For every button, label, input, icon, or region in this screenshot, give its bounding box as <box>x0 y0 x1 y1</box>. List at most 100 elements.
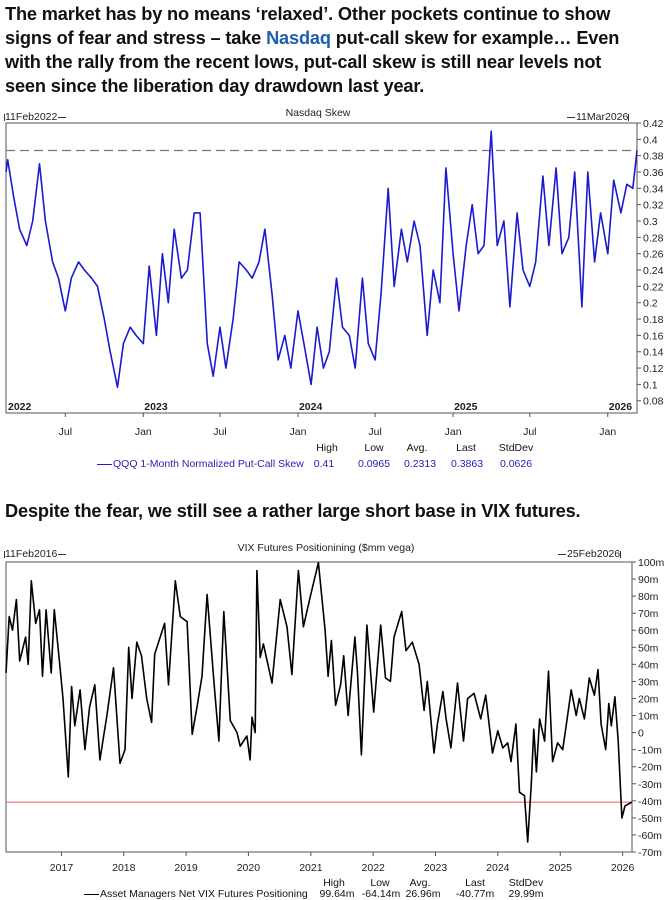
nasdaq-link[interactable]: Nasdaq <box>266 28 331 48</box>
x-year-label: 2022 <box>362 862 386 874</box>
chart-title-vix-positioning: VIX Futures Positionining ($mm vega) <box>237 542 415 554</box>
y-tick-label: 0.34 <box>643 183 664 195</box>
range-start-label: 11Feb2022 <box>4 111 67 123</box>
y-tick-label: 0.4 <box>643 134 658 146</box>
x-month-label: Jul <box>59 426 72 438</box>
legend-line-swatch <box>84 893 99 895</box>
x-month-label: Jan <box>445 426 462 438</box>
y-tick-label: -70m <box>638 847 662 859</box>
y-tick-label: 80m <box>638 591 659 603</box>
y-tick-label: 10m <box>638 711 659 723</box>
y-tick-label: 0.22 <box>643 281 664 293</box>
range-end-label: 11Mar2026 <box>566 111 630 123</box>
stat-value-high: 0.41 <box>313 458 335 470</box>
x-year-label: 2026 <box>611 862 635 874</box>
range-start-label: 11Feb2016 <box>4 548 67 560</box>
x-year-label: 2017 <box>50 862 74 874</box>
y-tick-label: 100m <box>638 557 665 569</box>
y-tick-label: 0.26 <box>643 249 664 261</box>
headline-line: with the rally from the recent lows, put… <box>5 52 602 72</box>
x-month-label: Jul <box>523 426 536 438</box>
legend-vix: Asset Managers Net VIX Futures Positioni… <box>84 888 308 900</box>
legend-skew: QQQ 1-Month Normalized Put-Call Skew <box>97 458 304 470</box>
x-month-label: Jul <box>213 426 226 438</box>
y-tick-label: 0.3 <box>643 216 658 228</box>
stat-value-last: 0.3863 <box>450 458 484 470</box>
legend-label: Asset Managers Net VIX Futures Positioni… <box>100 888 308 900</box>
legend-line-swatch <box>97 463 112 465</box>
y-tick-label: 0.28 <box>643 232 664 244</box>
x-year-label: 2023 <box>424 862 448 874</box>
y-tick-label: -20m <box>638 762 662 774</box>
stat-header-low: Low <box>364 442 384 454</box>
stat-header-stddev: StdDev <box>498 442 534 454</box>
x-month-label: Jul <box>368 426 381 438</box>
headline-line: signs of fear and stress – take Nasdaq p… <box>5 26 619 50</box>
y-tick-label: 90m <box>638 574 659 586</box>
y-tick-label: -30m <box>638 779 662 791</box>
y-tick-label: 60m <box>638 625 659 637</box>
y-tick-label: -60m <box>638 830 662 842</box>
x-month-label: Jan <box>290 426 307 438</box>
x-month-label: Jan <box>599 426 616 438</box>
series-line <box>5 130 638 389</box>
x-year-label: 2021 <box>299 862 323 874</box>
range-start-text: 11Feb2022 <box>5 111 58 123</box>
stat-header-last: Last <box>465 877 485 889</box>
plot-frame <box>5 561 633 853</box>
stat-header-low: Low <box>370 877 390 889</box>
headline-vix: Despite the fear, we still see a rather … <box>5 501 581 521</box>
range-end-label: 25Feb2026 <box>557 548 622 560</box>
y-tick-label: -50m <box>638 813 662 825</box>
y-tick-label: 0.18 <box>643 314 664 326</box>
y-tick-label: 0.24 <box>643 265 664 277</box>
x-year-label: 2025 <box>454 401 478 413</box>
stat-value-last: -40.77m <box>455 888 495 900</box>
y-tick-label: 0.08 <box>643 396 664 408</box>
y-tick-label: -40m <box>638 796 662 808</box>
y-tick-label: 0.14 <box>643 347 664 359</box>
x-year-label: 2024 <box>486 862 510 874</box>
range-start-text: 11Feb2016 <box>5 548 58 560</box>
x-year-label: 2024 <box>299 401 323 413</box>
legend-label: QQQ 1-Month Normalized Put-Call Skew <box>113 458 304 470</box>
headline-line: The market has by no means ‘relaxed’. Ot… <box>5 4 611 24</box>
y-tick-label: 20m <box>638 693 659 705</box>
y-tick-label: 50m <box>638 642 659 654</box>
headline-text: put-call skew for example… Even <box>330 28 620 48</box>
headline-line: seen since the liberation day drawdown l… <box>5 76 425 96</box>
y-tick-label: 0 <box>638 728 644 740</box>
stat-header-last: Last <box>456 442 476 454</box>
plot-frame <box>5 122 638 414</box>
stat-value-avg: 26.96m <box>405 888 441 900</box>
stat-header-avg: Avg. <box>409 877 431 889</box>
headline-text: signs of fear and stress – take <box>5 28 267 48</box>
stat-header-high: High <box>323 877 345 889</box>
x-year-label: 2020 <box>237 862 261 874</box>
y-tick-label: 0.2 <box>643 298 658 310</box>
y-tick-label: 0.42 <box>643 118 664 130</box>
stat-value-stddev: 0.0626 <box>499 458 533 470</box>
y-tick-label: 0.38 <box>643 151 664 163</box>
stat-header-avg: Avg. <box>406 442 428 454</box>
stat-value-low: -64.14m <box>361 888 401 900</box>
chart-title-nasdaq-skew: Nasdaq Skew <box>285 107 351 119</box>
stat-header-high: High <box>316 442 338 454</box>
stat-value-stddev: 29.99m <box>508 888 544 900</box>
stat-value-avg: 0.2313 <box>403 458 437 470</box>
y-tick-label: 0.12 <box>643 363 664 375</box>
y-tick-label: 70m <box>638 608 659 620</box>
x-year-label: 2025 <box>549 862 573 874</box>
y-tick-label: 0.36 <box>643 167 664 179</box>
series-line <box>5 561 633 843</box>
x-year-label: 2019 <box>174 862 198 874</box>
headline-nasdaq: The market has by no means ‘relaxed’. Ot… <box>5 2 619 98</box>
y-tick-label: 0.32 <box>643 200 664 212</box>
y-tick-label: 0.1 <box>643 379 658 391</box>
range-end-text: 11Mar2026 <box>576 111 629 123</box>
y-tick-label: 0.16 <box>643 330 664 342</box>
x-year-label: 2026 <box>609 401 633 413</box>
x-year-label: 2023 <box>144 401 168 413</box>
y-tick-label: 40m <box>638 659 659 671</box>
x-month-label: Jan <box>135 426 152 438</box>
